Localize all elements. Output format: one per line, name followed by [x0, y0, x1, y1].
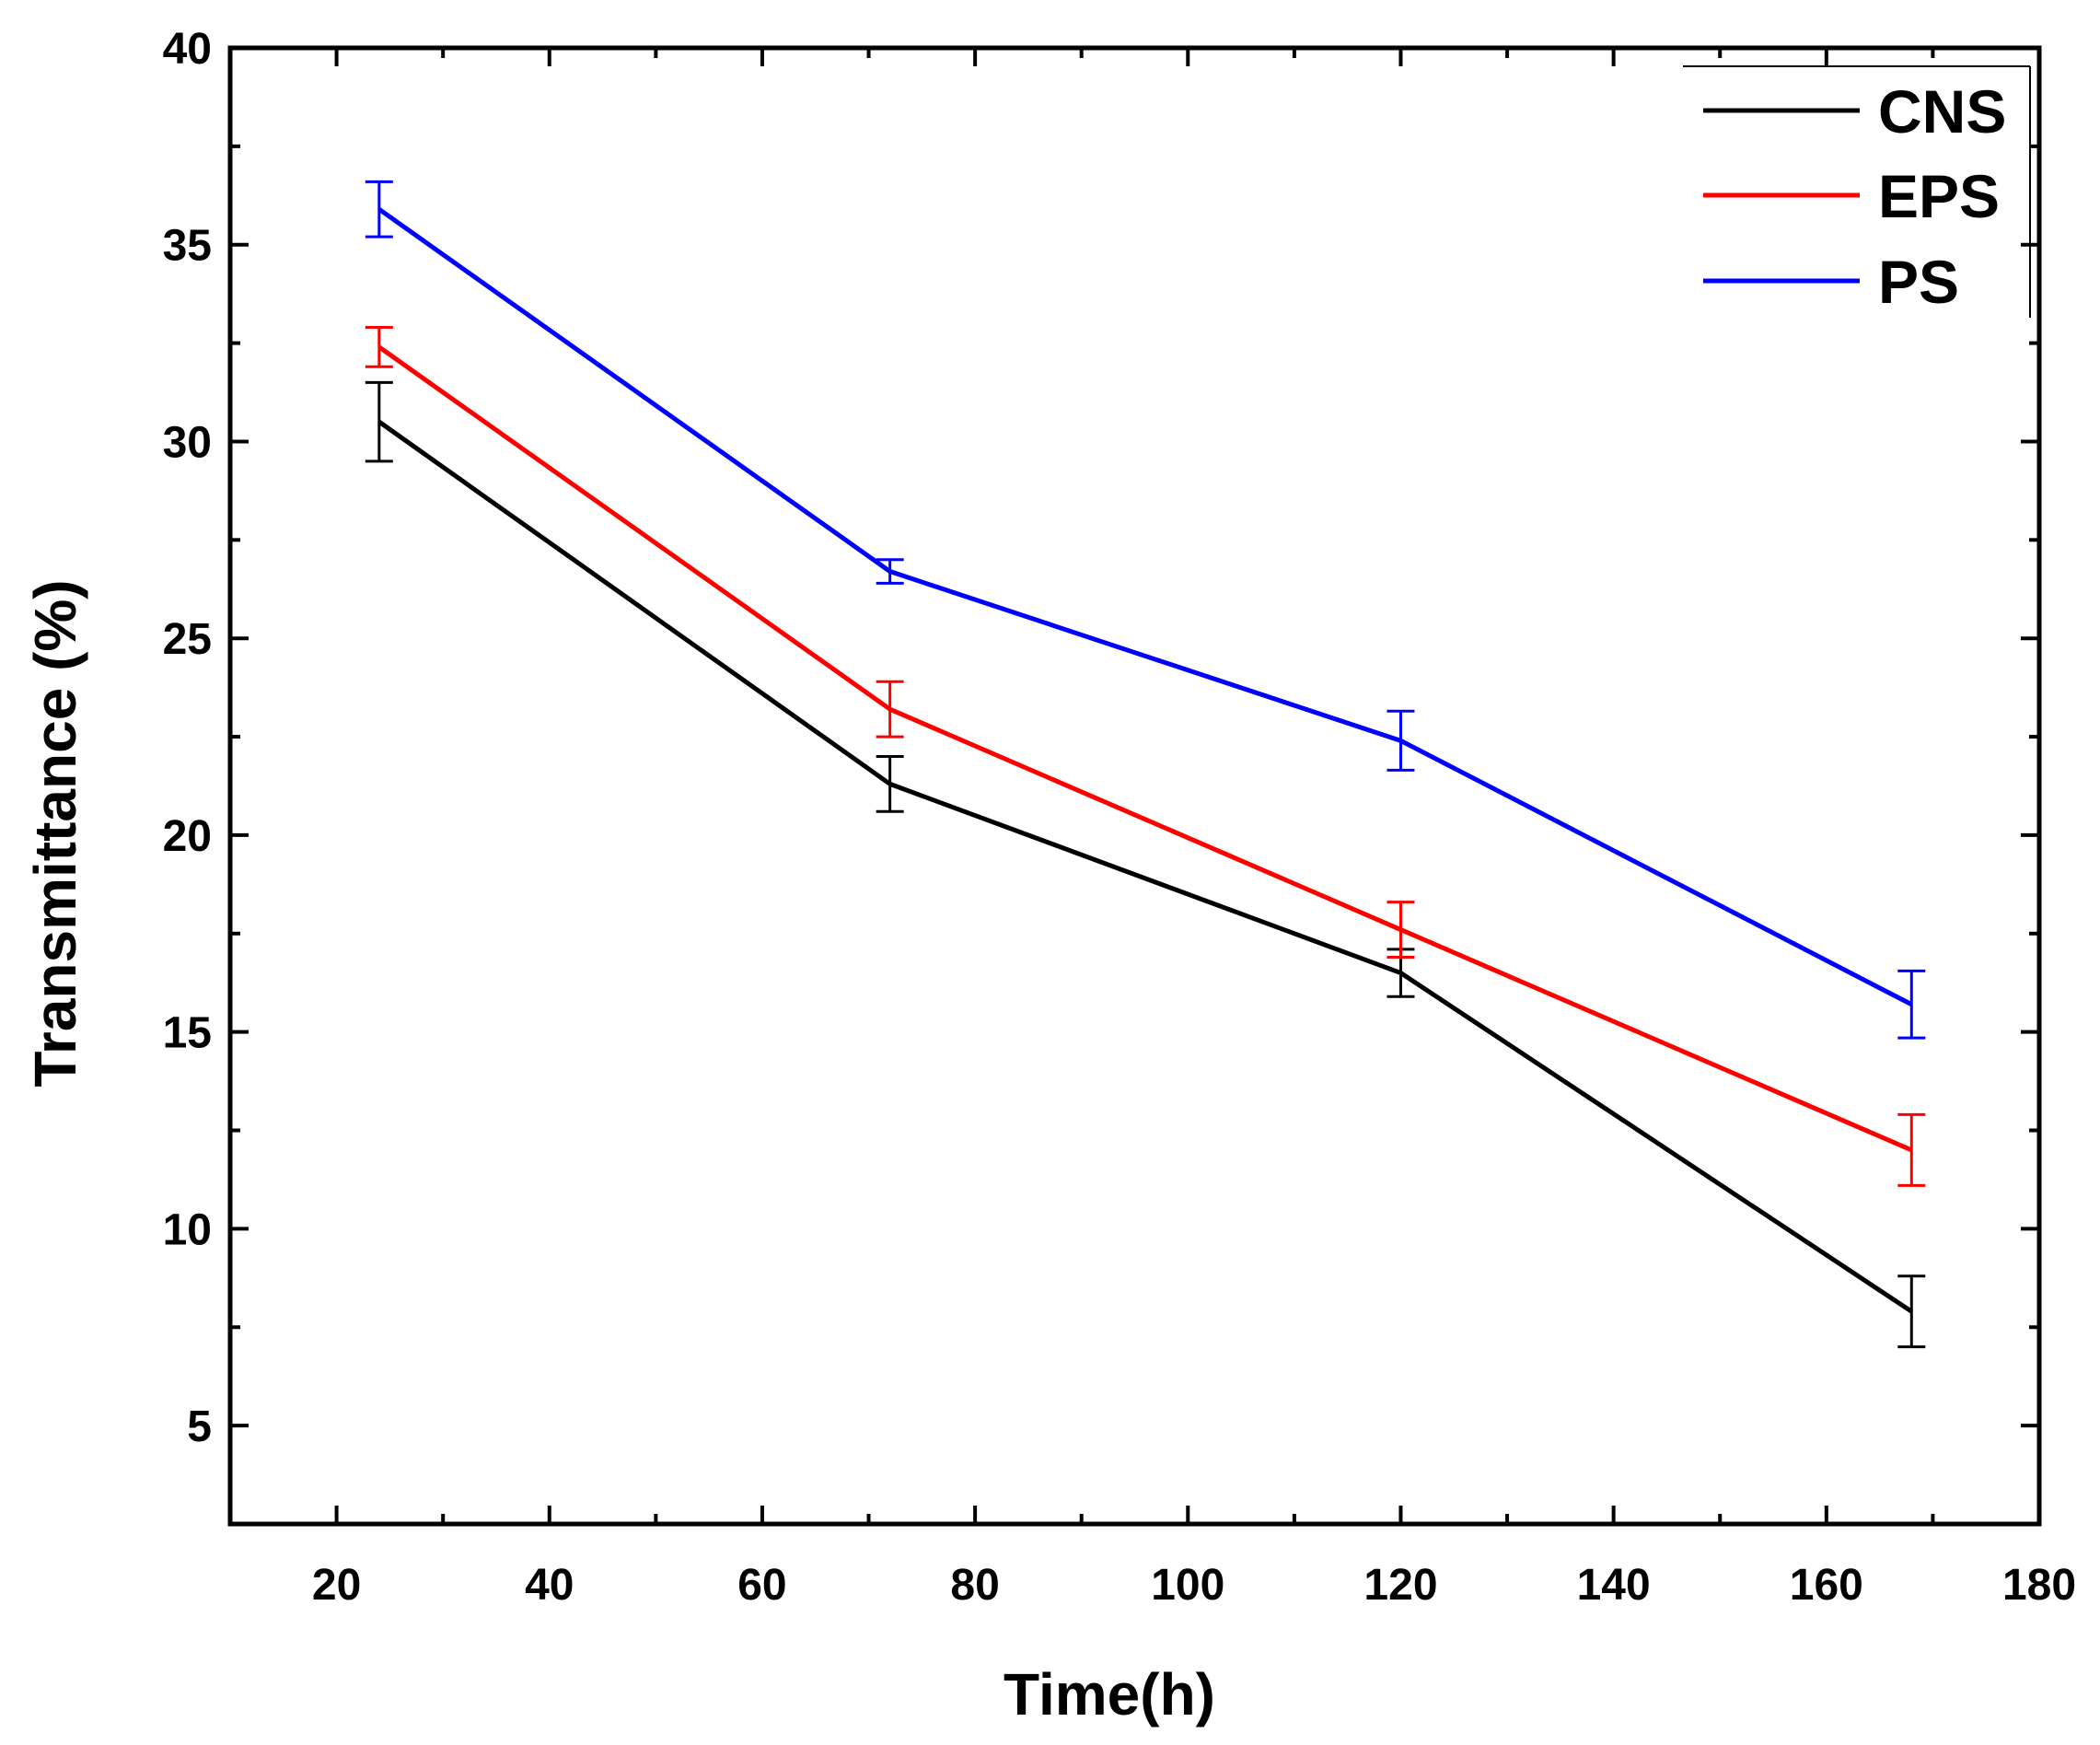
error-bar-cns	[365, 380, 393, 463]
x-tick-label: 80	[950, 1561, 999, 1610]
y-axis: 5 10 15 20 25 30 35 40	[163, 25, 2039, 1526]
x-tick-label: 40	[525, 1561, 574, 1610]
legend-label-cns: CNS	[1878, 77, 2006, 145]
plot-frame	[227, 45, 2042, 1527]
y-tick-label: 40	[163, 25, 212, 74]
error-bar-eps	[876, 680, 904, 739]
series-layer	[365, 180, 1926, 1349]
x-tick-label: 60	[737, 1561, 786, 1610]
error-bar-cns	[1897, 1274, 1926, 1349]
y-tick-label: 30	[163, 418, 212, 467]
legend: CNS EPS PS	[1683, 65, 2031, 318]
series-line-eps	[377, 344, 1913, 1153]
error-bar-eps	[1386, 901, 1415, 959]
x-tick-label: 160	[1790, 1561, 1863, 1610]
y-tick-label: 10	[163, 1205, 212, 1254]
legend-label-ps: PS	[1878, 248, 1959, 316]
y-tick-label: 5	[187, 1402, 212, 1451]
plot-border	[227, 45, 2042, 1527]
series-line-ps	[377, 207, 1913, 1006]
error-bar-eps	[365, 326, 393, 368]
error-bar-ps	[876, 558, 904, 585]
x-tick-label: 20	[312, 1561, 361, 1610]
x-tick-label: 100	[1151, 1561, 1224, 1610]
x-axis: 20 40 60 80 100 120 140 160 180	[228, 48, 2076, 1610]
error-bar-eps	[1897, 1112, 1926, 1187]
y-tick-label: 25	[163, 615, 212, 664]
error-bar-ps	[365, 180, 393, 238]
legend-label-eps: EPS	[1878, 162, 2000, 230]
x-axis-title: Time(h)	[1004, 1661, 1215, 1728]
y-axis-title: Transmittance (%)	[22, 579, 88, 1087]
x-tick-label: 180	[2002, 1561, 2076, 1610]
y-tick-label: 20	[163, 812, 212, 861]
series-line-cns	[377, 420, 1913, 1314]
y-tick-label: 15	[163, 1009, 212, 1058]
y-tick-label: 35	[163, 222, 212, 271]
x-tick-label: 140	[1577, 1561, 1651, 1610]
error-bar-cns	[876, 754, 904, 813]
x-tick-label: 120	[1363, 1561, 1437, 1610]
error-bar-ps	[1386, 709, 1415, 772]
error-bar-ps	[1897, 969, 1926, 1040]
